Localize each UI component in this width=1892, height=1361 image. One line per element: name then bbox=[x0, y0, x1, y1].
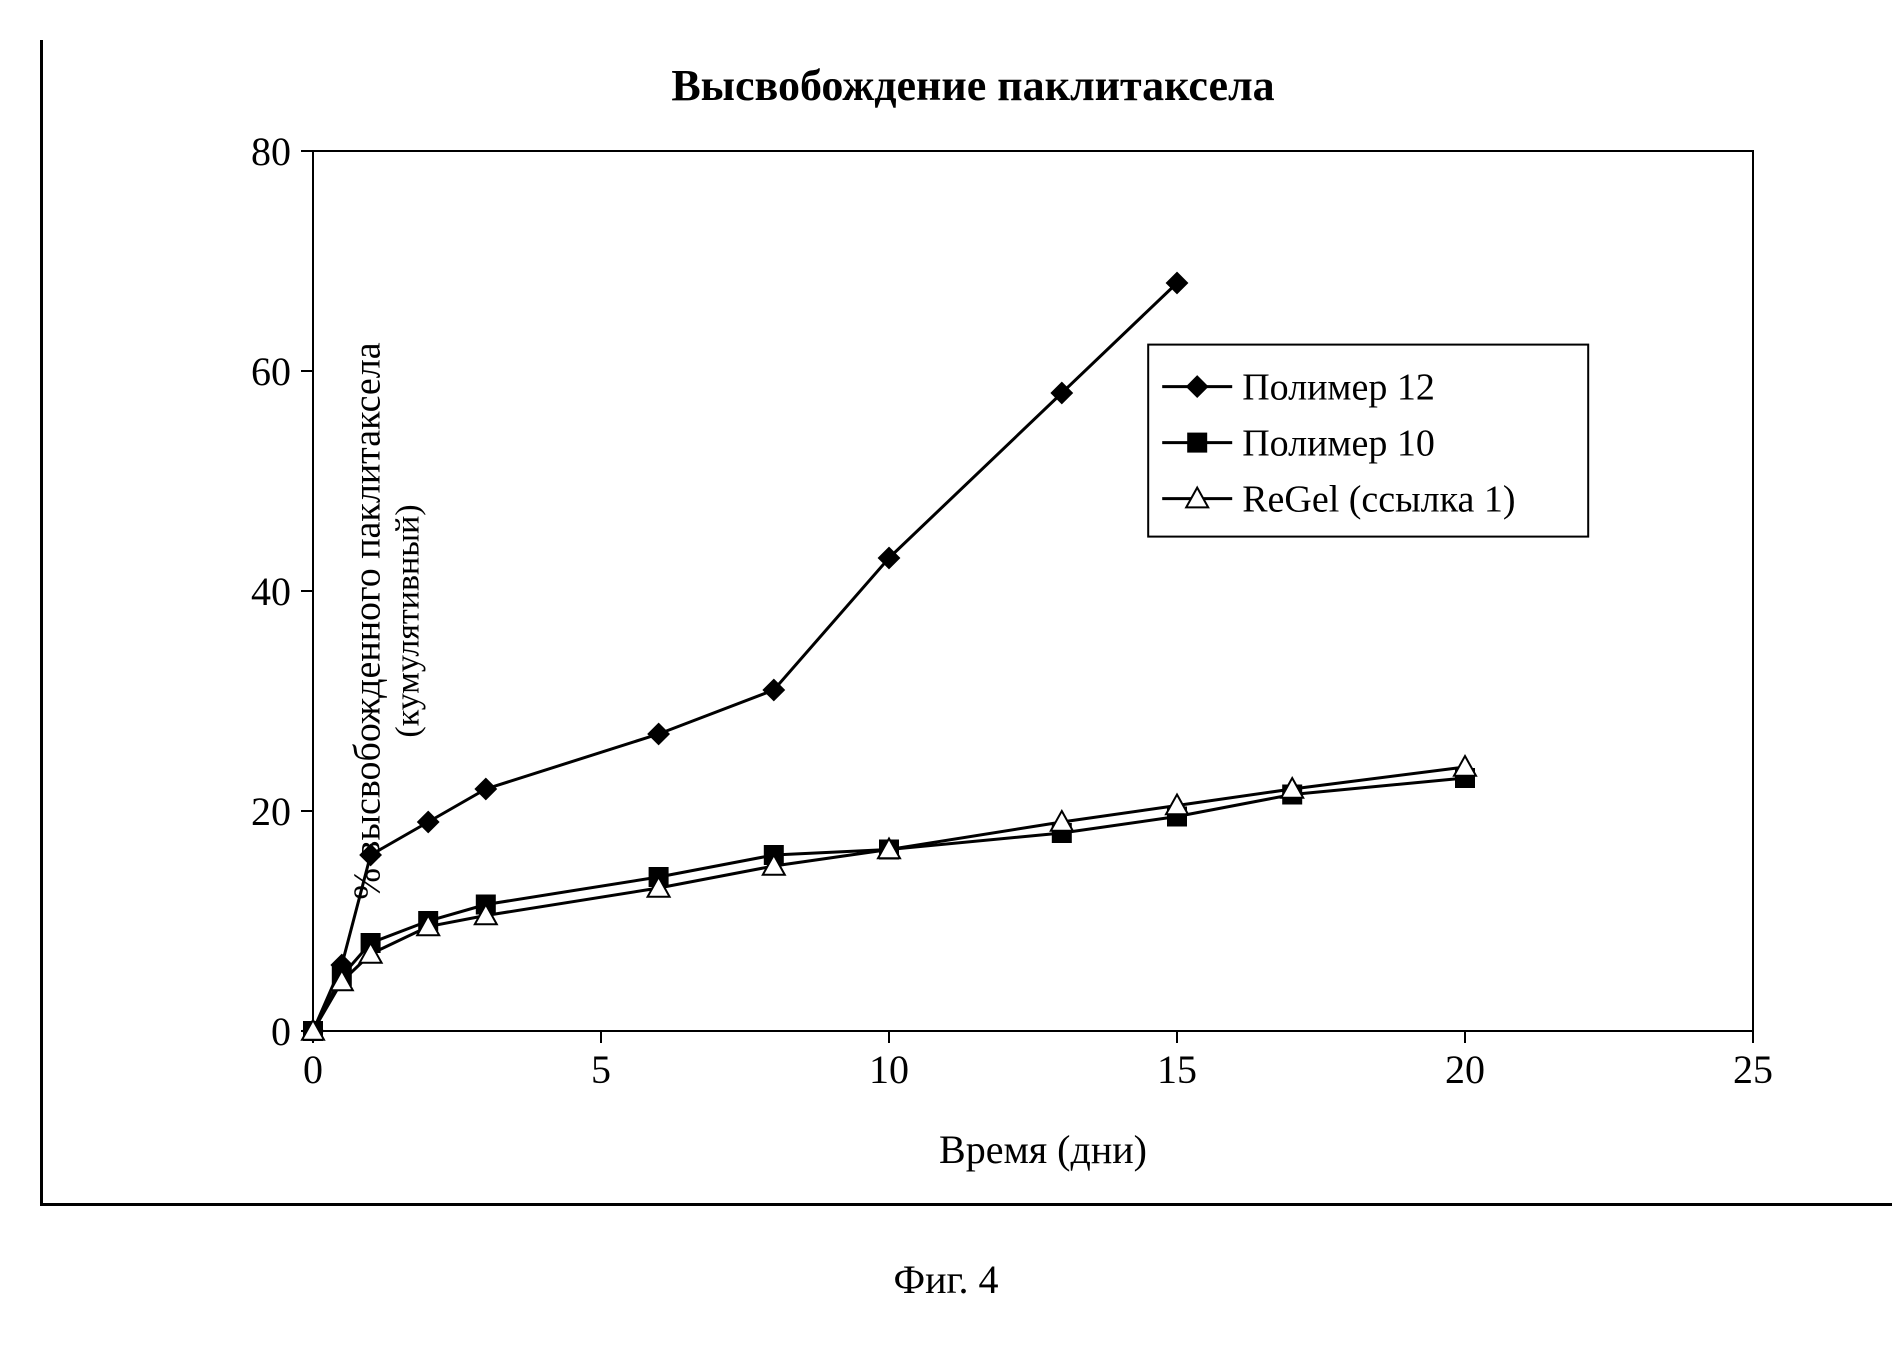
svg-text:Полимер 10: Полимер 10 bbox=[1242, 423, 1435, 465]
svg-text:20: 20 bbox=[251, 789, 291, 834]
chart-title: Высвобождение паклитаксела bbox=[83, 60, 1863, 111]
x-axis-label: Время (дни) bbox=[223, 1126, 1863, 1173]
svg-text:ReGel (ссылка 1): ReGel (ссылка 1) bbox=[1242, 479, 1515, 521]
svg-text:Полимер 12: Полимер 12 bbox=[1242, 367, 1435, 409]
figure-container: Высвобождение паклитаксела % высвобожден… bbox=[40, 40, 1892, 1206]
y-axis-label-line1: % высвобожденного паклитаксела bbox=[347, 342, 389, 899]
chart-area: % высвобожденного паклитаксела (кумуляти… bbox=[223, 131, 1823, 1111]
y-axis-label-line2: (кумулятивный) bbox=[390, 342, 428, 899]
svg-text:5: 5 bbox=[591, 1047, 611, 1092]
figure-caption: Фиг. 4 bbox=[40, 1256, 1852, 1303]
svg-text:10: 10 bbox=[869, 1047, 909, 1092]
svg-text:40: 40 bbox=[251, 569, 291, 614]
svg-text:60: 60 bbox=[251, 349, 291, 394]
svg-text:15: 15 bbox=[1157, 1047, 1197, 1092]
svg-text:25: 25 bbox=[1733, 1047, 1773, 1092]
y-axis-label: % высвобожденного паклитаксела (кумуляти… bbox=[346, 342, 428, 899]
svg-text:0: 0 bbox=[303, 1047, 323, 1092]
chart-svg: 0 20 40 60 80 0 5 10 15 20 25 Полимер 12 Полимер 10 R… bbox=[223, 131, 1783, 1111]
svg-text:20: 20 bbox=[1445, 1047, 1485, 1092]
svg-text:80: 80 bbox=[251, 131, 291, 174]
svg-text:0: 0 bbox=[271, 1009, 291, 1054]
